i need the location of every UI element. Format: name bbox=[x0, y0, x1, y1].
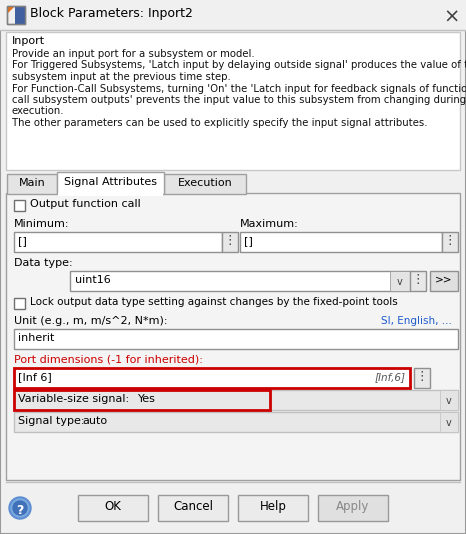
Bar bbox=[240, 232, 442, 252]
Bar bbox=[14, 412, 458, 432]
Text: inherit: inherit bbox=[18, 333, 55, 343]
Bar bbox=[6, 32, 460, 170]
Circle shape bbox=[13, 501, 27, 515]
Bar bbox=[70, 271, 410, 291]
Text: auto: auto bbox=[82, 416, 107, 426]
Bar bbox=[442, 232, 458, 252]
Bar bbox=[7, 174, 57, 194]
Bar bbox=[7, 6, 25, 24]
Text: Maximum:: Maximum: bbox=[240, 219, 299, 229]
Bar bbox=[15, 6, 25, 24]
Bar bbox=[14, 232, 222, 252]
Text: Cancel: Cancel bbox=[173, 500, 213, 513]
Polygon shape bbox=[7, 6, 15, 14]
Bar bbox=[410, 271, 426, 291]
Text: The other parameters can be used to explicitly specify the input signal attribut: The other parameters can be used to expl… bbox=[12, 118, 427, 128]
Bar bbox=[390, 271, 410, 291]
Text: Data type:: Data type: bbox=[14, 258, 73, 268]
Bar bbox=[14, 329, 458, 349]
Text: Minimum:: Minimum: bbox=[14, 219, 69, 229]
Text: Execution: Execution bbox=[178, 178, 233, 188]
Bar bbox=[318, 495, 388, 521]
Bar bbox=[14, 200, 25, 211]
Bar bbox=[57, 172, 164, 194]
Text: subsystem input at the previous time step.: subsystem input at the previous time ste… bbox=[12, 72, 231, 82]
Bar bbox=[238, 495, 308, 521]
Text: Variable-size signal:: Variable-size signal: bbox=[18, 394, 129, 404]
Text: >>: >> bbox=[435, 275, 453, 285]
Text: uint16: uint16 bbox=[75, 275, 111, 285]
Bar bbox=[0, 0, 466, 30]
Text: Yes: Yes bbox=[138, 394, 156, 404]
Text: Apply: Apply bbox=[336, 500, 370, 513]
Text: ×: × bbox=[444, 8, 460, 27]
Text: Provide an input port for a subsystem or model.: Provide an input port for a subsystem or… bbox=[12, 49, 254, 59]
Text: call subsystem outputs' prevents the input value to this subsystem from changing: call subsystem outputs' prevents the inp… bbox=[12, 95, 466, 105]
Text: Inport: Inport bbox=[12, 36, 45, 46]
Bar bbox=[222, 232, 238, 252]
Text: ⋮: ⋮ bbox=[224, 234, 236, 247]
Bar bbox=[58, 193, 163, 196]
Text: For Triggered Subsystems, 'Latch input by delaying outside signal' produces the : For Triggered Subsystems, 'Latch input b… bbox=[12, 60, 466, 70]
Text: SI, English, ...: SI, English, ... bbox=[381, 316, 452, 326]
Circle shape bbox=[11, 499, 29, 517]
Text: Help: Help bbox=[260, 500, 287, 513]
Bar bbox=[14, 368, 410, 388]
Text: ⋮: ⋮ bbox=[412, 273, 424, 286]
Text: [Inf 6]: [Inf 6] bbox=[18, 372, 52, 382]
Circle shape bbox=[9, 497, 31, 519]
Text: Unit (e.g., m, m/s^2, N*m):: Unit (e.g., m, m/s^2, N*m): bbox=[14, 316, 167, 326]
Text: Lock output data type setting against changes by the fixed-point tools: Lock output data type setting against ch… bbox=[30, 297, 398, 307]
Text: For Function-Call Subsystems, turning 'On' the 'Latch input for feedback signals: For Function-Call Subsystems, turning 'O… bbox=[12, 83, 466, 93]
Text: OK: OK bbox=[104, 500, 122, 513]
Text: execution.: execution. bbox=[12, 106, 64, 116]
Bar bbox=[14, 298, 25, 309]
Text: Output function call: Output function call bbox=[30, 199, 141, 209]
Text: v: v bbox=[397, 277, 403, 287]
Bar bbox=[440, 390, 458, 410]
Text: Signal type:: Signal type: bbox=[18, 416, 84, 426]
Bar bbox=[14, 390, 270, 410]
Text: Port dimensions (-1 for inherited):: Port dimensions (-1 for inherited): bbox=[14, 355, 203, 365]
Text: v: v bbox=[446, 418, 452, 428]
Bar bbox=[78, 495, 148, 521]
Bar bbox=[430, 271, 458, 291]
Bar bbox=[164, 174, 246, 194]
Text: []: [] bbox=[244, 236, 253, 246]
Bar bbox=[158, 495, 228, 521]
Text: Signal Attributes: Signal Attributes bbox=[63, 177, 157, 187]
Text: Main: Main bbox=[19, 178, 45, 188]
Text: Block Parameters: Inport2: Block Parameters: Inport2 bbox=[30, 7, 193, 20]
Text: v: v bbox=[446, 396, 452, 406]
Text: []: [] bbox=[18, 236, 27, 246]
Bar bbox=[14, 390, 458, 410]
Text: ?: ? bbox=[16, 504, 24, 517]
Text: ⋮: ⋮ bbox=[416, 370, 428, 383]
Text: ⋮: ⋮ bbox=[444, 234, 456, 247]
Bar bbox=[440, 412, 458, 432]
Bar bbox=[7, 6, 25, 24]
Bar bbox=[6, 193, 460, 480]
Bar bbox=[414, 368, 430, 388]
Text: [Inf,6]: [Inf,6] bbox=[375, 372, 406, 382]
